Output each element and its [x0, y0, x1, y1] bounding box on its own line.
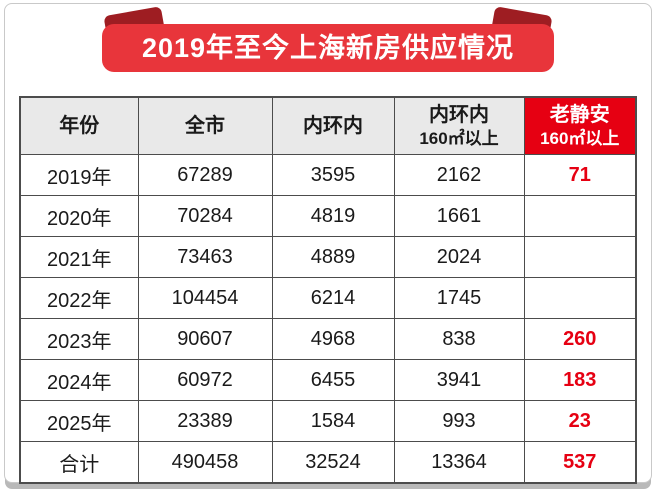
value-cell: 60972 [137, 359, 273, 401]
value-cell: 1745 [393, 277, 525, 319]
value-cell: 90607 [137, 318, 273, 360]
value-cell: 537 [523, 441, 637, 484]
table-row: 2023年 90607 4968 838 260 [19, 318, 637, 360]
value-cell [523, 277, 637, 319]
column-header: 年份 [19, 96, 139, 155]
year-cell: 2022年 [19, 277, 139, 319]
table-body: 2019年 67289 3595 2162 71 2020年 70284 4819 1661 20… [19, 154, 637, 484]
column-header-highlight: 老静安 160㎡以上 [523, 96, 637, 155]
value-cell: 32524 [271, 441, 395, 484]
value-cell: 3941 [393, 359, 525, 401]
table-row: 合计 490458 32524 13364 537 [19, 441, 637, 484]
header-row: 年份 全市 内环内 内环内 160㎡以上 老静安 160㎡以上 [19, 96, 637, 155]
year-cell: 2025年 [19, 400, 139, 442]
value-cell: 104454 [137, 277, 273, 319]
value-cell: 6214 [271, 277, 395, 319]
table-row: 2025年 23389 1584 993 23 [19, 400, 637, 442]
value-cell: 4819 [271, 195, 395, 237]
value-cell: 73463 [137, 236, 273, 278]
value-cell: 1584 [271, 400, 395, 442]
supply-table: 年份 全市 内环内 内环内 160㎡以上 老静安 160㎡以上 2019年 67289 3595… [19, 96, 637, 484]
table-row: 2021年 73463 4889 2024 [19, 236, 637, 278]
year-cell: 2021年 [19, 236, 139, 278]
year-cell: 2023年 [19, 318, 139, 360]
value-cell [523, 195, 637, 237]
table-head: 年份 全市 内环内 内环内 160㎡以上 老静安 160㎡以上 [19, 96, 637, 155]
value-cell: 4968 [271, 318, 395, 360]
table-row: 2020年 70284 4819 1661 [19, 195, 637, 237]
value-cell: 23 [523, 400, 637, 442]
column-header: 全市 [137, 96, 273, 155]
value-cell: 838 [393, 318, 525, 360]
value-cell: 71 [523, 154, 637, 196]
value-cell: 490458 [137, 441, 273, 484]
table-row: 2024年 60972 6455 3941 183 [19, 359, 637, 401]
value-cell: 13364 [393, 441, 525, 484]
value-cell: 70284 [137, 195, 273, 237]
year-cell: 合计 [19, 441, 139, 484]
value-cell [523, 236, 637, 278]
value-cell: 2162 [393, 154, 525, 196]
value-cell: 67289 [137, 154, 273, 196]
table-row: 2022年 104454 6214 1745 [19, 277, 637, 319]
value-cell: 993 [393, 400, 525, 442]
title-ribbon: 2019年至今上海新房供应情况 [102, 6, 554, 72]
value-cell: 2024 [393, 236, 525, 278]
page-title: 2019年至今上海新房供应情况 [102, 24, 554, 72]
column-header: 内环内 [271, 96, 395, 155]
year-cell: 2019年 [19, 154, 139, 196]
value-cell: 3595 [271, 154, 395, 196]
value-cell: 1661 [393, 195, 525, 237]
year-cell: 2020年 [19, 195, 139, 237]
value-cell: 23389 [137, 400, 273, 442]
value-cell: 6455 [271, 359, 395, 401]
value-cell: 260 [523, 318, 637, 360]
column-header: 内环内 160㎡以上 [393, 96, 525, 155]
table-row: 2019年 67289 3595 2162 71 [19, 154, 637, 196]
card: 2019年至今上海新房供应情况 年份 全市 内环内 内环内 160㎡以上 老静安 160㎡以… [4, 3, 652, 484]
value-cell: 183 [523, 359, 637, 401]
value-cell: 4889 [271, 236, 395, 278]
year-cell: 2024年 [19, 359, 139, 401]
